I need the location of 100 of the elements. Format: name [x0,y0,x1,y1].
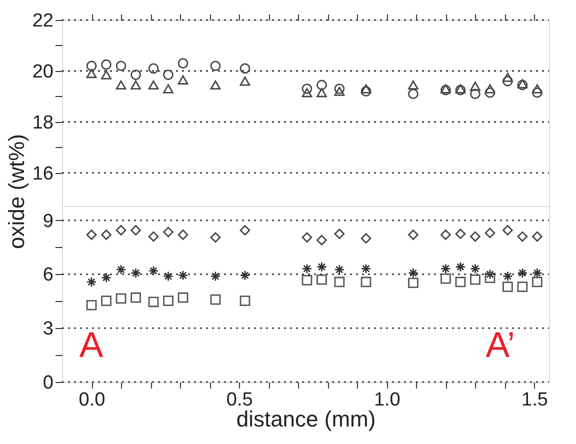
point [532,276,542,288]
point [502,76,513,86]
point [440,264,451,274]
point [148,63,159,74]
y-tick-label: 16 [32,163,54,184]
point [334,228,345,240]
point [163,226,174,238]
point [130,292,141,303]
point [316,274,327,285]
x-tick-label: 0.0 [78,390,106,410]
point [163,70,174,80]
point [210,232,221,243]
x-tick-label: 1.5 [522,390,548,410]
point [148,296,159,308]
point [470,88,480,100]
point [116,225,126,236]
point [178,75,188,84]
point [163,296,174,306]
point [408,278,418,288]
point [302,275,312,286]
point [210,80,221,90]
point [130,225,141,236]
point [532,268,542,278]
point [101,230,112,240]
point [470,274,480,285]
point [408,268,418,278]
point [302,232,312,243]
y-axis-title: oxide (wt%) [4,134,29,249]
point [532,231,542,242]
point [163,271,174,282]
point [178,58,188,68]
point [502,271,513,282]
point [517,231,528,242]
point [316,262,327,272]
y-tick-label: 3 [42,318,54,340]
point [210,271,221,282]
point [178,230,188,240]
point [502,72,513,82]
point [240,76,250,86]
point [334,264,345,275]
point [116,264,126,275]
point [86,300,97,310]
point [130,268,141,278]
point [302,88,312,98]
annotation: A [79,324,104,365]
point [178,270,188,280]
point [163,84,174,94]
point [302,84,312,94]
y-tick-label: 18 [32,112,54,134]
point [240,225,250,236]
point [86,230,97,240]
point [210,60,221,72]
point [360,233,372,244]
point [101,59,112,70]
point [178,292,188,303]
point [408,230,418,240]
point [86,276,97,288]
point [334,276,345,288]
point [517,282,528,292]
point [116,80,126,90]
point [455,276,466,288]
y-tick-label: 22 [32,10,54,32]
point [334,86,345,96]
point [360,264,372,274]
point [101,70,112,80]
point [470,264,480,274]
point [484,87,496,98]
point [440,273,451,284]
point [86,68,97,78]
point [484,84,496,94]
point [240,63,250,74]
point [455,228,466,240]
annotation: A’ [486,324,515,365]
point [517,268,528,278]
point [334,84,345,94]
point [408,80,418,90]
point [470,231,480,242]
point [484,269,496,280]
point [455,262,466,272]
point [408,88,418,100]
point [240,296,250,306]
point [316,88,327,98]
point [502,282,513,292]
point [148,80,159,90]
y-tick-label: 0 [42,372,54,394]
point [116,293,126,304]
x-tick-label: 1.0 [374,390,400,410]
point [148,266,159,276]
point [316,234,327,246]
point [360,86,372,97]
y-tick-label: 6 [42,264,54,286]
point [101,296,112,306]
point [440,230,451,240]
point [360,276,372,288]
point [316,80,327,90]
point [130,70,141,80]
point [210,294,221,305]
point [130,80,141,90]
point [532,84,542,94]
point [240,270,250,280]
